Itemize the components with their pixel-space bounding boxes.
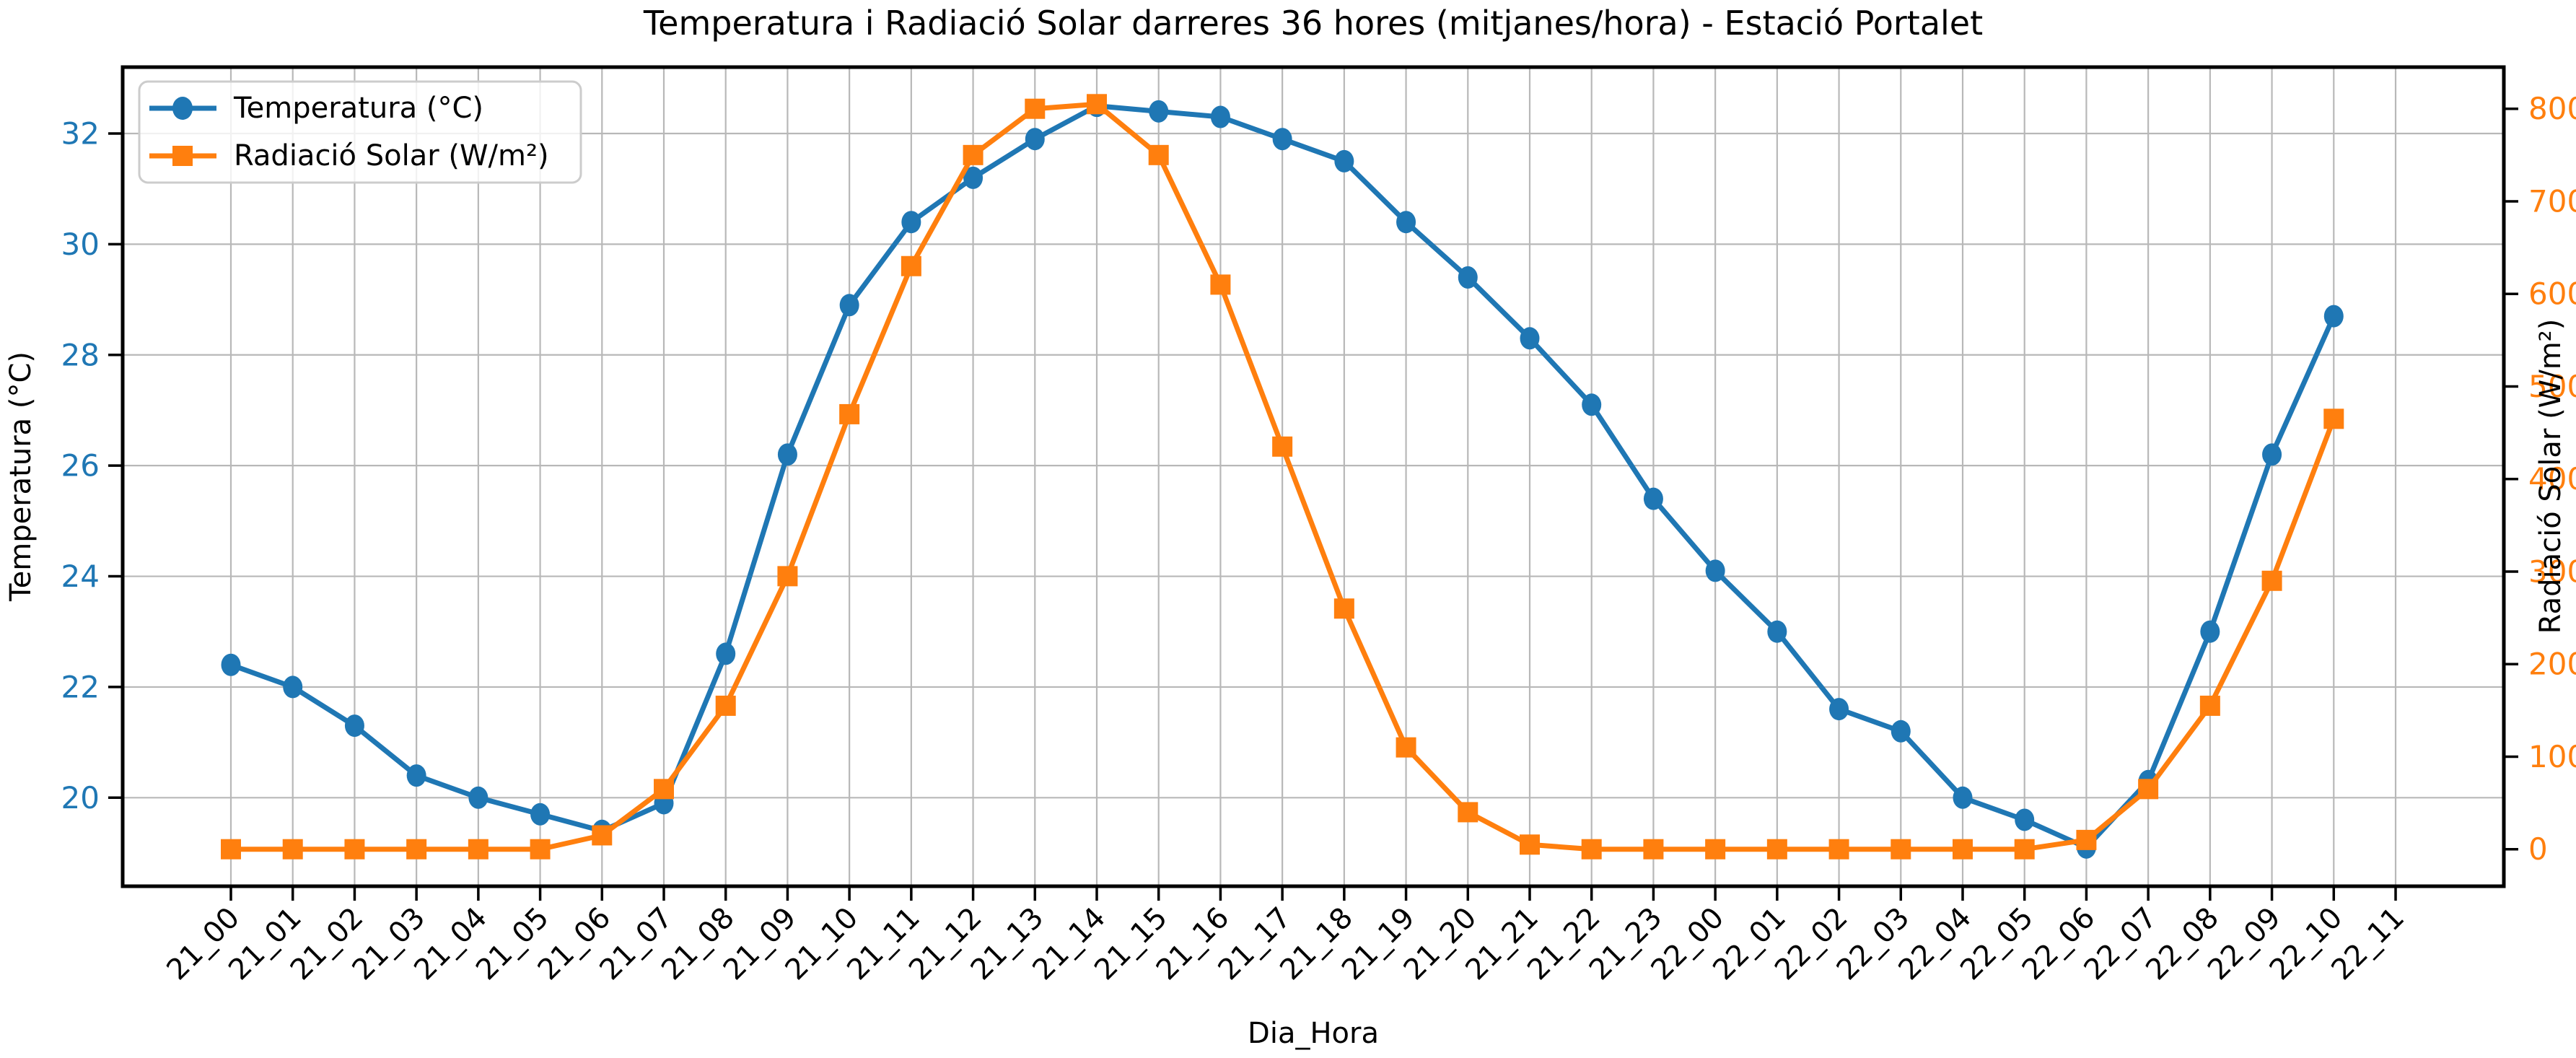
radiation-data-point [1891,839,1911,860]
radiation-data-point [1458,802,1478,823]
radiation-data-point [1643,839,1664,860]
radiation-data-point [530,839,551,860]
temperature-data-point [1210,105,1230,128]
radiation-data-point [468,839,489,860]
temperature-data-point [963,166,983,189]
legend-box [138,80,582,184]
radiation-data-point [2138,779,2159,800]
y-tick-label-right: 800 [2528,91,2576,126]
radiation-data-point [406,839,427,860]
radiation-data-point [2014,839,2035,860]
temperature-data-point [1643,487,1663,510]
radiation-data-point [1766,839,1787,860]
temperature-data-point [2323,305,2344,328]
x-axis-label: Dia_Hora [1248,1017,1379,1050]
axes [108,65,2518,901]
legend-radiation-label: Radiació Solar (W/m²) [234,139,549,172]
temperature-data-point [1891,720,1911,743]
radiation-data-point [1520,834,1540,855]
legend: Temperatura (°C) Radiació Solar (W/m²) [138,80,582,184]
radiation-data-point [221,839,241,860]
y-tick-label-right: 600 [2528,276,2576,312]
temperature-data-point [1272,128,1292,151]
radiation-data-point [1396,737,1416,758]
y-tick-label-left: 20 [61,780,100,816]
radiation-data-point [1087,94,1107,115]
radiation-data-point [777,566,798,587]
grid-lines [123,67,2504,886]
plot-border [121,65,2506,888]
radiation-data-point [901,255,921,276]
radiation-data-point [1333,598,1354,619]
temperature-data-point [344,714,364,738]
legend-radiation-marker-icon [172,146,193,166]
radiation-data-point [1828,839,1849,860]
radiation-data-point [2199,695,2220,716]
y-tick-label-right: 700 [2528,183,2576,219]
radiation-data-point [282,839,303,860]
legend-temperature-label: Temperatura (°C) [233,92,483,125]
radiation-data-point [1705,839,1726,860]
temperature-data-point [2200,620,2220,643]
radiation-data-point [1210,274,1231,295]
data-series [221,94,2344,860]
temperature-data-point [1334,149,1354,172]
temperature-data-point [1025,128,1045,151]
y-tick-label-right: 400 [2528,461,2576,497]
temperature-data-point [530,803,551,826]
radiation-data-point [1581,839,1602,860]
y-tick-label-left: 32 [61,116,100,152]
y-tick-label-left: 24 [61,559,100,594]
temperature-data-point [283,676,303,699]
y-tick-label-left: 30 [61,227,100,262]
temperature-data-point [1767,620,1787,643]
right-y-axis-label: Radiació Solar (W/m²) [2534,319,2567,634]
temperature-data-point [2015,808,2035,831]
temperature-data-point [1829,698,1849,721]
radiation-data-point [963,144,983,165]
radiation-data-point [592,825,613,846]
temperature-data-point [1396,211,1416,234]
left-y-axis-label: Temperatura (°C) [4,351,38,602]
y-tick-label-left: 22 [61,669,100,704]
y-tick-label-right: 100 [2528,739,2576,774]
temperature-data-point [221,653,241,676]
chart-title: Temperatura i Radiació Solar darreres 36… [643,4,1983,43]
legend-temperature-marker-icon [172,97,193,120]
temperature-data-point [716,642,736,665]
y-tick-label-left: 26 [61,448,100,484]
temperature-data-point [2262,443,2282,466]
radiation-data-point [2076,829,2097,850]
radiation-data-point [839,403,860,424]
radiation-data-point [1025,98,1046,119]
radiation-data-point [2261,570,2282,591]
radiation-data-point [2323,408,2344,429]
radiation-data-point [654,779,674,800]
radiation-data-point [344,839,365,860]
radiation-data-point [1272,436,1293,457]
y-tick-label-right: 200 [2528,647,2576,682]
temperature-data-point [839,294,859,317]
temperature-data-point [1953,786,1973,809]
y-tick-label-left: 28 [61,337,100,372]
radiation-data-point [715,695,736,716]
temperature-data-point [1149,100,1169,123]
temperature-data-point [777,443,797,466]
temperature-data-point [1582,393,1602,416]
y-tick-label-right: 500 [2528,369,2576,404]
temperature-data-point [901,211,921,234]
temperature-data-point [406,764,426,787]
radiation-data-point [1953,839,1973,860]
temperature-data-point [1458,266,1478,289]
y-tick-label-right: 0 [2528,831,2548,867]
y-tick-label-right: 300 [2528,554,2576,589]
temperature-data-point [1705,559,1725,582]
radiation-data-point [1148,144,1169,165]
temperature-data-point [1520,327,1540,350]
temperature-data-point [468,786,489,809]
